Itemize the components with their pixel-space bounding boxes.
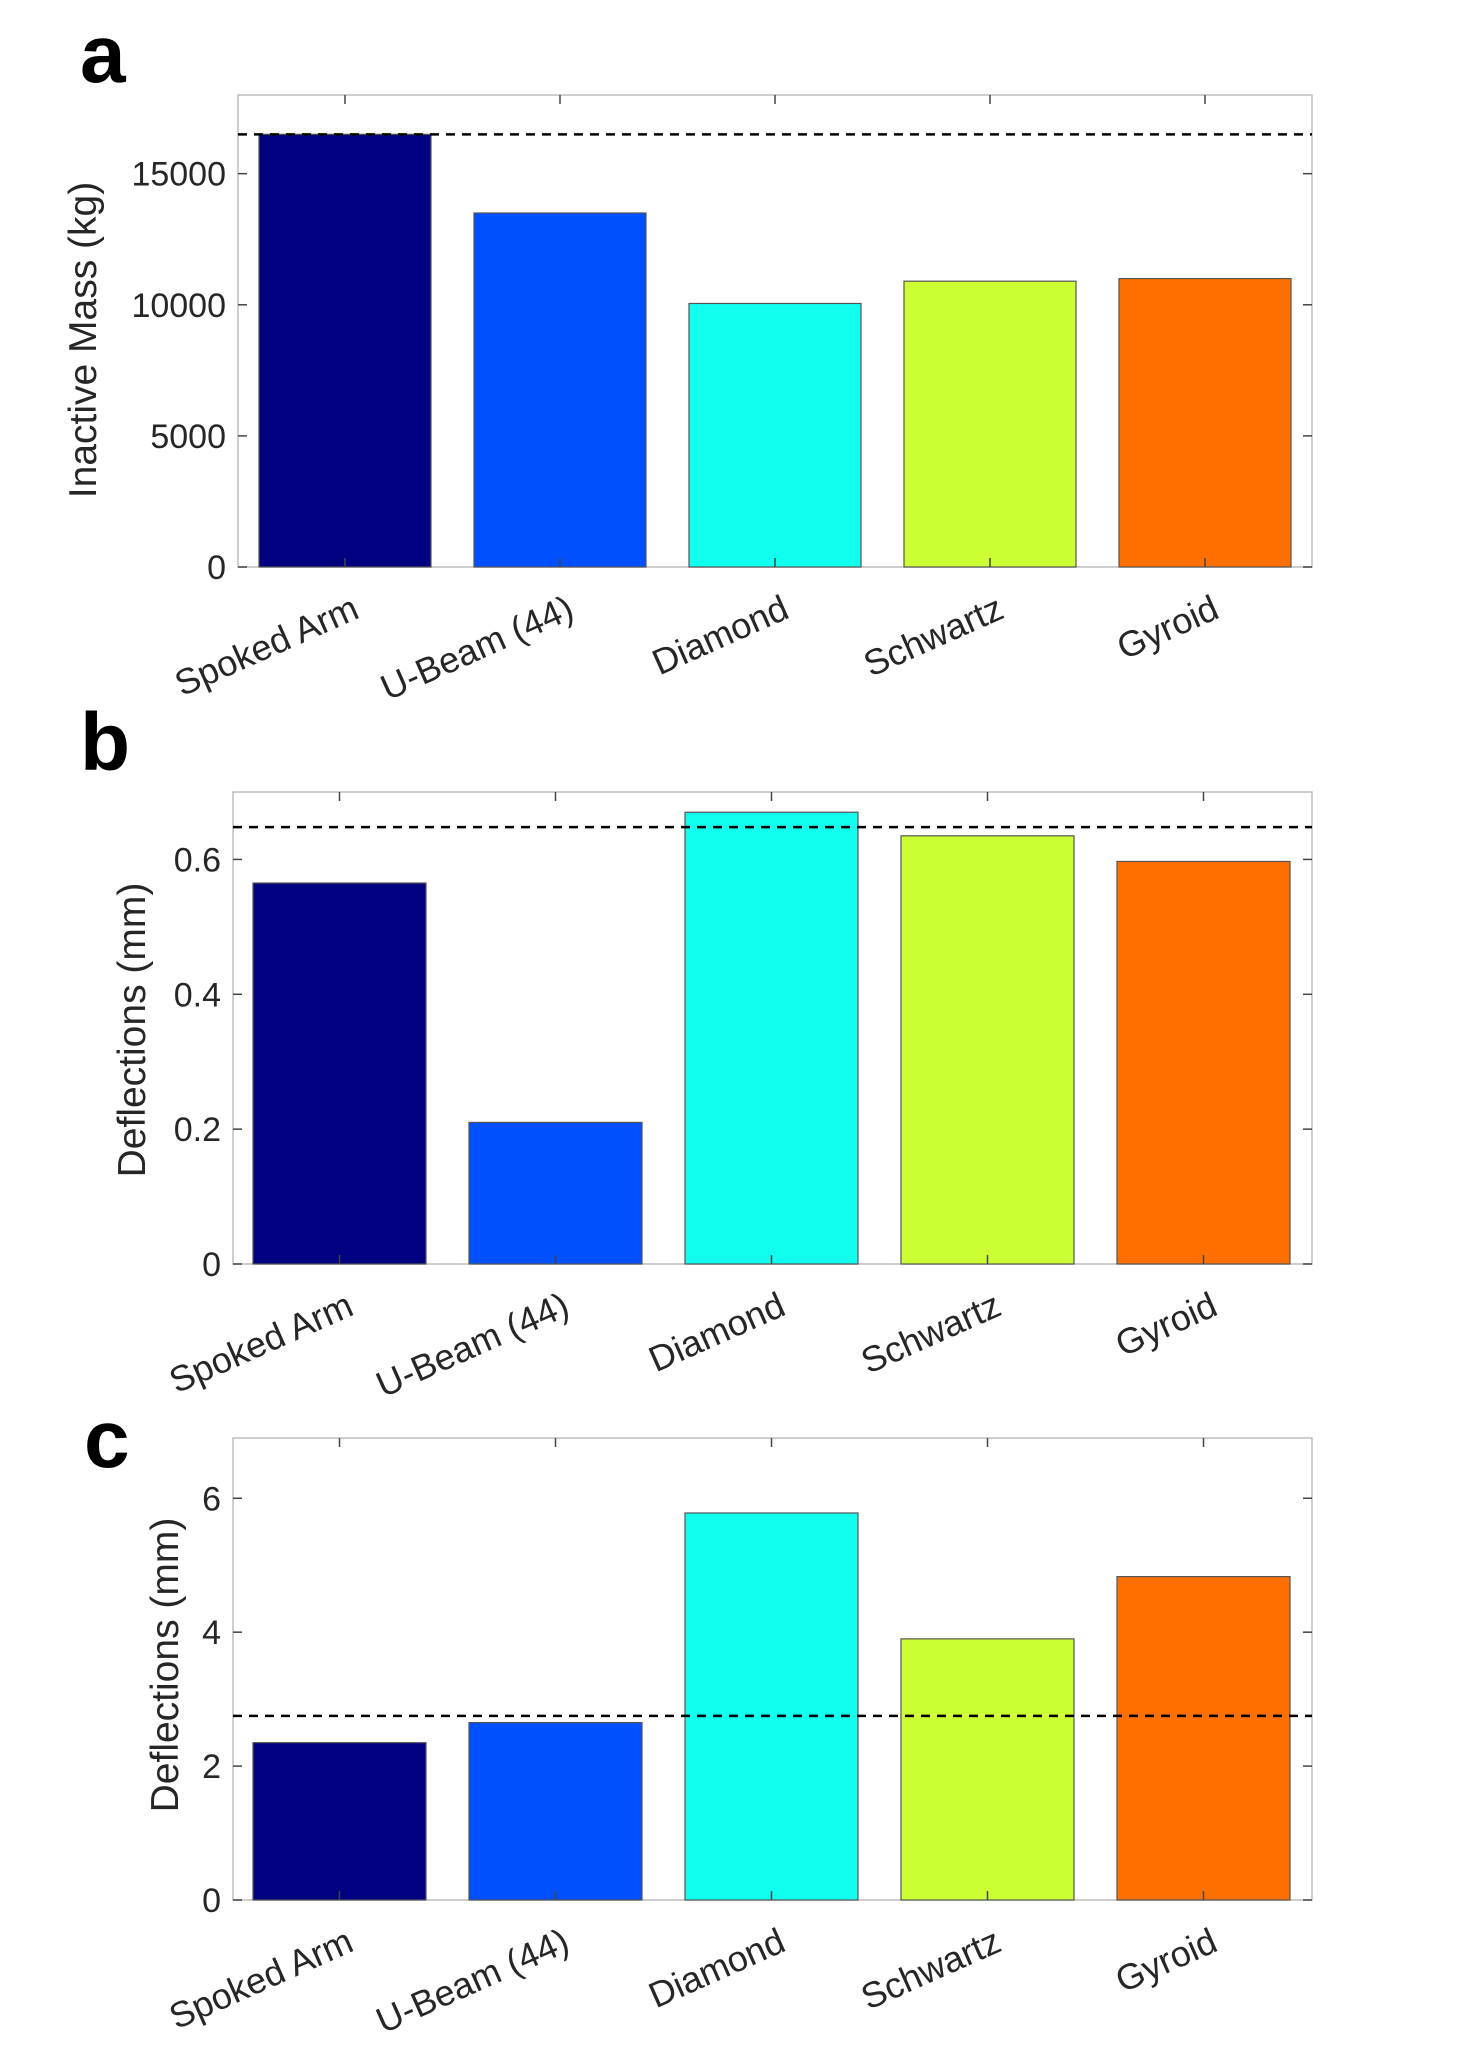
panel-letter-b: b	[80, 697, 130, 788]
panel-b-bar-spoked-arm	[252, 882, 427, 1265]
panel-b-ytick-label: 0.4	[174, 976, 221, 1014]
panel-c-bar-gyroid	[1116, 1575, 1291, 1901]
panel-b-category-label: U-Beam (44)	[370, 1284, 575, 1405]
panel-c-bar-schwartz	[900, 1638, 1075, 1901]
panel-a-category-label: Diamond	[646, 587, 794, 683]
panel-c-bar-u-beam-44	[468, 1721, 643, 1901]
panel-c-chart: c 0 2 4 6 Spoked Arm U-Beam (44) Diamond Schwar…	[84, 1394, 1313, 2041]
panel-b-category-label: Spoked Arm	[163, 1284, 359, 1401]
panel-c-y-axis-label: Deflections (mm)	[144, 1518, 187, 1813]
panel-a-bar-gyroid	[1118, 277, 1292, 568]
panel-b-category-label: Diamond	[642, 1284, 790, 1380]
panel-c-ytick-label: 2	[202, 1748, 221, 1786]
panel-b-category-label: Schwartz	[855, 1284, 1007, 1382]
panel-b-ytick-label: 0.2	[174, 1111, 221, 1149]
panel-b-chart: b 0 0.2 0.4 0.6 Spoked Arm U-Beam (44) Diamond…	[80, 697, 1313, 1405]
panel-letter-a: a	[80, 9, 127, 100]
panel-a-bar-spoked-arm	[258, 133, 432, 568]
panel-c-category-label: Gyroid	[1109, 1920, 1223, 2001]
panel-b-bar-schwartz	[900, 835, 1075, 1265]
panel-b-category-label: Gyroid	[1109, 1284, 1223, 1365]
panel-a-ytick-label: 15000	[131, 156, 226, 194]
panel-c-category-label: Diamond	[642, 1920, 790, 2016]
panel-b-bar-gyroid	[1116, 860, 1291, 1265]
panel-a-category-label: Gyroid	[1111, 587, 1225, 668]
panel-a-y-axis-label: Inactive Mass (kg)	[62, 182, 105, 498]
panel-b-y-axis-label: Deflections (mm)	[111, 883, 154, 1178]
panel-a-bar-diamond	[688, 302, 862, 568]
panel-a-ytick-label: 5000	[150, 418, 226, 456]
panel-c-bar-diamond	[684, 1512, 859, 1901]
panel-b-bar-u-beam-44	[468, 1121, 643, 1265]
panel-a-category-label: U-Beam (44)	[374, 587, 579, 708]
panel-b-bar-diamond	[684, 811, 859, 1265]
panel-letter-c: c	[84, 1394, 130, 1485]
panel-c-ytick-label: 6	[202, 1480, 221, 1518]
panel-c-ytick-label: 4	[202, 1614, 221, 1652]
panel-c-category-label: U-Beam (44)	[370, 1920, 575, 2041]
panel-a-bar-u-beam-44	[473, 212, 647, 568]
panel-a-bar-schwartz	[903, 280, 1077, 568]
panel-a-chart: a 0 5000 10000 15000 Spoked Arm U-Beam (44) Di…	[62, 9, 1313, 708]
panel-b-ytick-label: 0	[202, 1246, 221, 1284]
panel-c-bar-spoked-arm	[252, 1742, 427, 1901]
panel-b-ytick-label: 0.6	[174, 841, 221, 879]
panel-c-category-label: Schwartz	[855, 1920, 1007, 2018]
panel-a-category-label: Spoked Arm	[168, 587, 364, 704]
panel-a-ytick-label: 10000	[131, 287, 226, 325]
panel-c-ytick-label: 0	[202, 1882, 221, 1920]
panel-c-category-label: Spoked Arm	[163, 1920, 359, 2037]
panel-a-category-label: Schwartz	[857, 587, 1009, 685]
panel-a-ytick-label: 0	[207, 549, 226, 587]
